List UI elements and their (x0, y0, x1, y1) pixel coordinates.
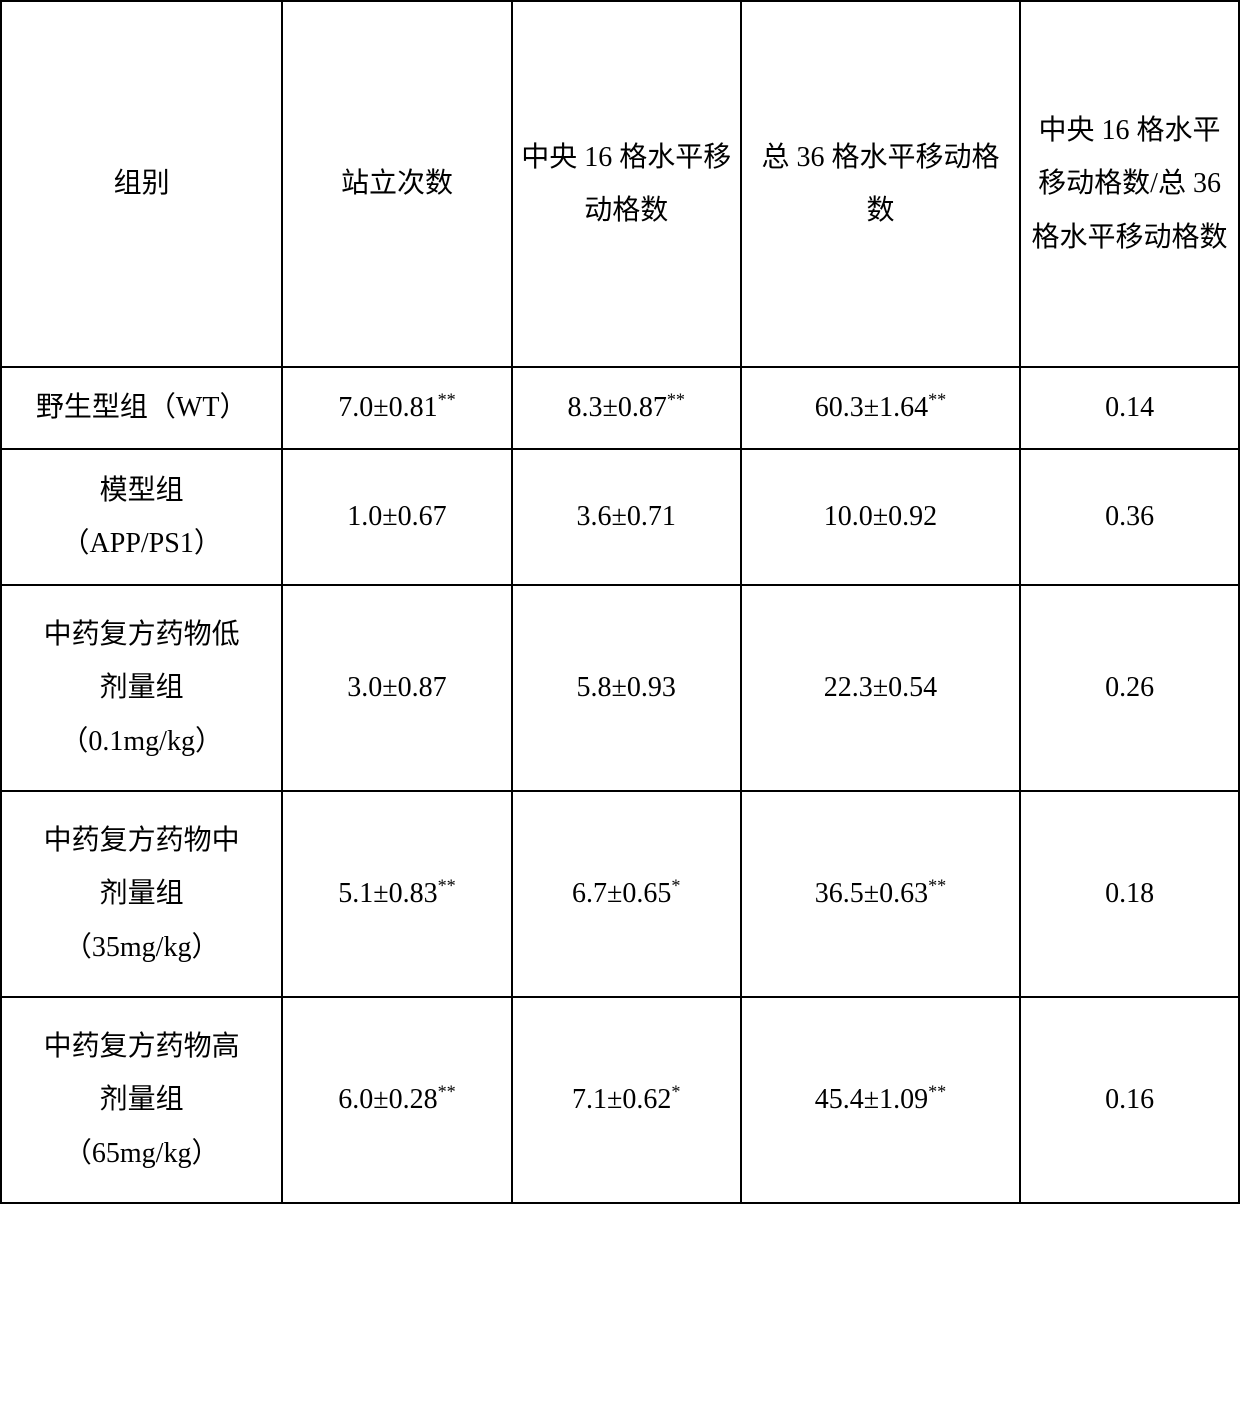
cell-group: 野生型组（WT） (1, 367, 282, 449)
cell-ratio: 0.26 (1020, 585, 1239, 791)
cell-total36: 45.4±1.09** (741, 997, 1020, 1203)
cell-total36: 36.5±0.63** (741, 791, 1020, 997)
col-header-total36: 总 36 格水平移动格数 (741, 1, 1020, 367)
col-header-standing: 站立次数 (282, 1, 511, 367)
cell-ratio: 0.36 (1020, 449, 1239, 585)
cell-total36: 10.0±0.92 (741, 449, 1020, 585)
cell-center16: 6.7±0.65* (512, 791, 741, 997)
cell-center16: 5.8±0.93 (512, 585, 741, 791)
cell-ratio: 0.18 (1020, 791, 1239, 997)
cell-total36: 60.3±1.64** (741, 367, 1020, 449)
cell-center16: 7.1±0.62* (512, 997, 741, 1203)
cell-standing: 5.1±0.83** (282, 791, 511, 997)
cell-center16: 8.3±0.87** (512, 367, 741, 449)
col-header-center16: 中央 16 格水平移动格数 (512, 1, 741, 367)
cell-group: 模型组（APP/PS1） (1, 449, 282, 585)
cell-standing: 3.0±0.87 (282, 585, 511, 791)
cell-total36: 22.3±0.54 (741, 585, 1020, 791)
cell-standing: 6.0±0.28** (282, 997, 511, 1203)
table-row: 中药复方药物低剂量组（0.1mg/kg）3.0±0.875.8±0.9322.3… (1, 585, 1239, 791)
cell-ratio: 0.16 (1020, 997, 1239, 1203)
data-table: 组别 站立次数 中央 16 格水平移动格数 总 36 格水平移动格数 中央 16… (0, 0, 1240, 1204)
cell-standing: 1.0±0.67 (282, 449, 511, 585)
table-row: 野生型组（WT）7.0±0.81**8.3±0.87**60.3±1.64**0… (1, 367, 1239, 449)
col-header-ratio: 中央 16 格水平移动格数/总 36 格水平移动格数 (1020, 1, 1239, 367)
cell-group: 中药复方药物低剂量组（0.1mg/kg） (1, 585, 282, 791)
table-row: 中药复方药物中剂量组（35mg/kg）5.1±0.83**6.7±0.65*36… (1, 791, 1239, 997)
table-row: 中药复方药物高剂量组（65mg/kg）6.0±0.28**7.1±0.62*45… (1, 997, 1239, 1203)
col-header-group: 组别 (1, 1, 282, 367)
table-row: 模型组（APP/PS1）1.0±0.673.6±0.7110.0±0.920.3… (1, 449, 1239, 585)
cell-center16: 3.6±0.71 (512, 449, 741, 585)
cell-standing: 7.0±0.81** (282, 367, 511, 449)
table-header-row: 组别 站立次数 中央 16 格水平移动格数 总 36 格水平移动格数 中央 16… (1, 1, 1239, 367)
cell-group: 中药复方药物高剂量组（65mg/kg） (1, 997, 282, 1203)
cell-ratio: 0.14 (1020, 367, 1239, 449)
cell-group: 中药复方药物中剂量组（35mg/kg） (1, 791, 282, 997)
